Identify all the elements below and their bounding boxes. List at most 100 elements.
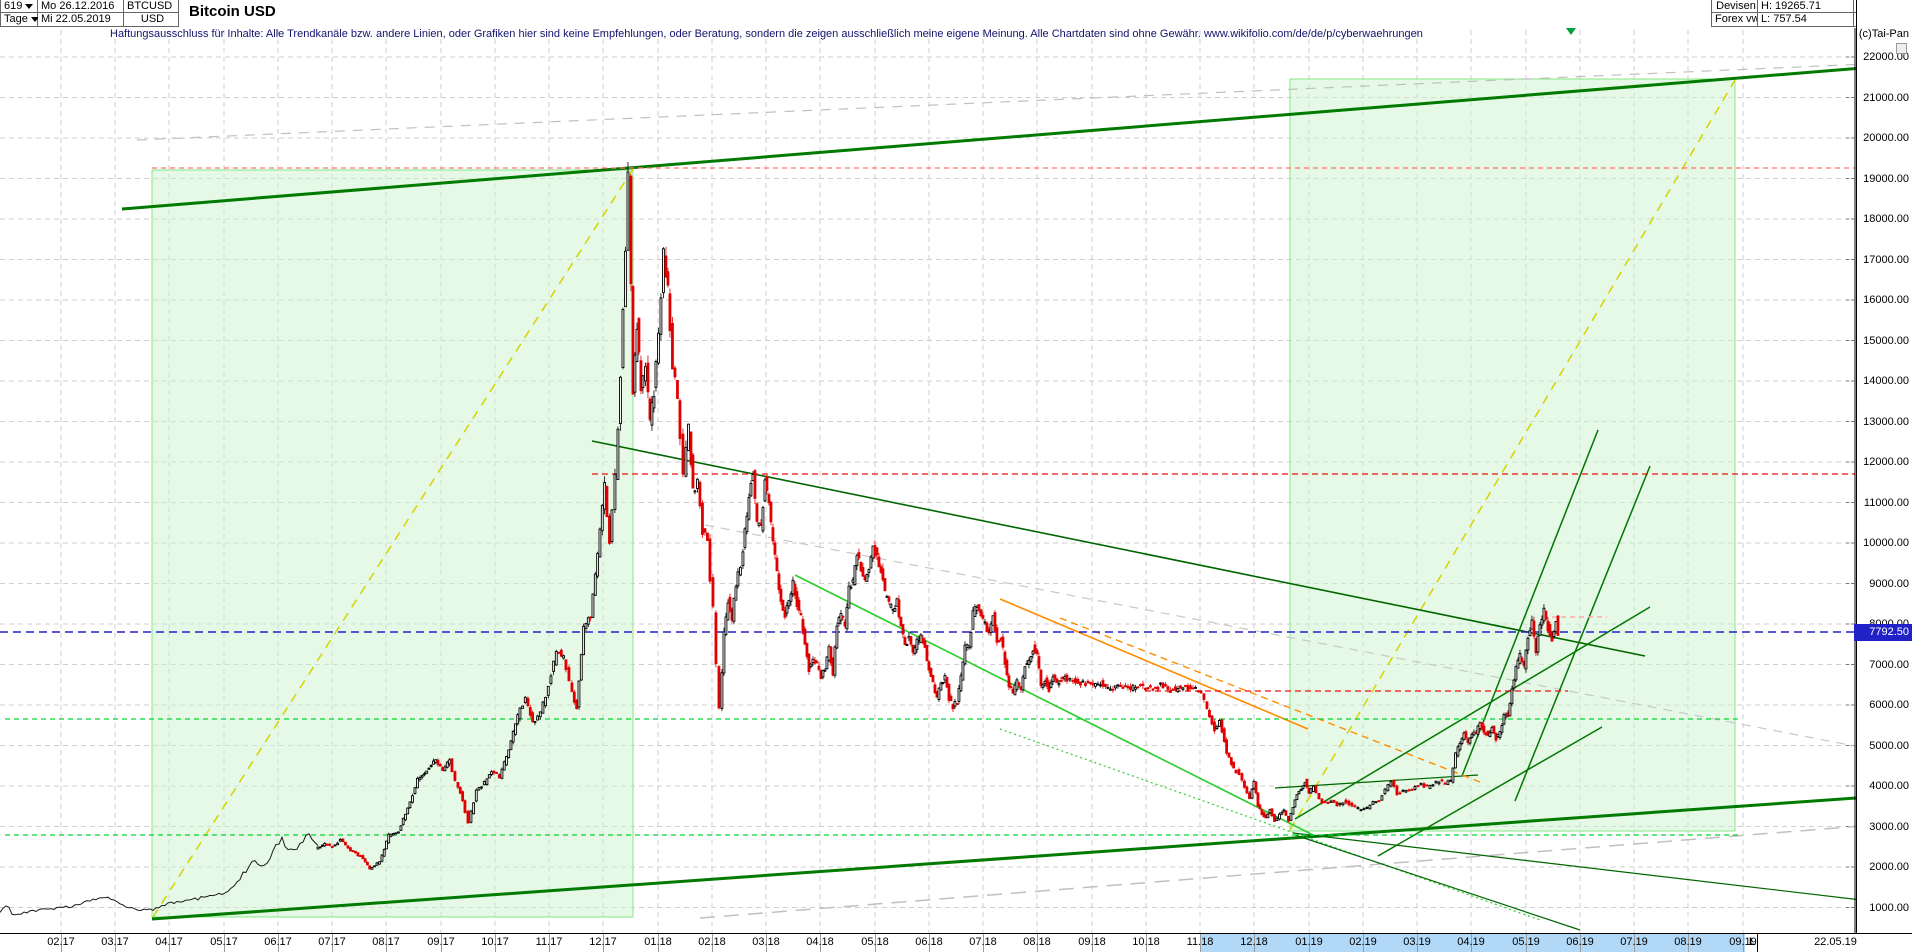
x-axis-month-label: 04.19 <box>1457 936 1485 948</box>
last-bar-marker-icon <box>1566 28 1576 35</box>
x-axis-month-label: 11.17 <box>535 936 563 948</box>
gray-downtrend <box>704 524 1856 747</box>
x-axis-tick <box>983 934 984 952</box>
early-price-line <box>0 833 319 916</box>
y-axis-label: 10000.00 <box>1863 537 1909 549</box>
x-axis-tick <box>1092 934 1093 952</box>
bars-count-dropdown[interactable]: 619 <box>0 0 38 13</box>
x-axis-tick <box>332 934 333 952</box>
orange-downtrend-solid <box>999 598 1309 730</box>
x-axis-month-label: 12.18 <box>1240 936 1268 948</box>
x-axis-month-label: 06.19 <box>1566 936 1594 948</box>
y-axis-label: 19000.00 <box>1863 172 1909 185</box>
x-axis-tick <box>1471 934 1472 952</box>
x-axis-tick <box>549 934 550 952</box>
x-axis-tick <box>712 934 713 952</box>
candlestick-series <box>316 161 1560 870</box>
green-channel-bottom-thick <box>151 796 1856 921</box>
y-axis-label: 5000.00 <box>1869 739 1909 752</box>
y-axis-label: 22000.00 <box>1863 51 1909 63</box>
last-date-box: 22.05.19 <box>1757 934 1912 952</box>
gray-channel-bottom <box>699 825 1856 919</box>
y-axis: (c)Tai-Pan 22000.00 21000.00 20000.00 19000… <box>1856 0 1912 933</box>
x-axis-tick <box>820 934 821 952</box>
high-value: H: 19265.71 <box>1757 0 1853 13</box>
x-axis-tick <box>1254 934 1255 952</box>
green-fan-low-1 <box>1292 832 1856 900</box>
green-fan-low-2 <box>1294 834 1581 931</box>
disclaimer-text: Haftungsausschluss für Inhalte: Alle Tre… <box>110 28 1423 40</box>
period-dropdown[interactable]: Tage <box>0 13 39 27</box>
x-axis-month-label: 09.17 <box>427 936 455 948</box>
x-axis-month-label: 11.18 <box>1186 936 1214 948</box>
y-axis-label: 12000.00 <box>1863 456 1909 468</box>
chevron-down-icon <box>30 16 39 22</box>
green-riser-2 <box>1377 726 1603 857</box>
y-axis-label: 16000.00 <box>1863 294 1909 306</box>
symbol-cell: BTCUSD <box>124 0 179 13</box>
x-axis-tick <box>495 934 496 952</box>
x-axis-month-label: 08.17 <box>372 936 400 948</box>
first-date-cell: Mo 26.12.2016 <box>38 0 124 13</box>
green-channel-top-thick <box>121 67 1856 211</box>
y-axis-label: 2000.00 <box>1869 861 1909 873</box>
x-axis-tick <box>766 934 767 952</box>
x-axis-tick <box>929 934 930 952</box>
last-date-cell: Mi 22.05.2019 <box>38 13 124 27</box>
y-axis-label: 13000.00 <box>1863 415 1909 428</box>
green-steep-channel-1 <box>1461 429 1599 777</box>
green-dotted-downtrend <box>999 728 1541 921</box>
x-axis-month-label: 03.17 <box>101 936 129 948</box>
corner-resize-icon[interactable] <box>1896 43 1907 54</box>
x-axis-tick <box>603 934 604 952</box>
x-axis-month-label: 01.18 <box>644 936 672 948</box>
y-axis-label: 3000.00 <box>1869 820 1909 833</box>
x-axis-tick <box>1743 934 1744 952</box>
copyright-label: (c)Tai-Pan <box>1858 28 1909 40</box>
y-axis-label: 15000.00 <box>1863 334 1909 347</box>
x-axis-tick <box>658 934 659 952</box>
chart-title: Bitcoin USD <box>187 3 282 20</box>
y-axis-label: 21000.00 <box>1863 91 1909 104</box>
y-axis-label: 7000.00 <box>1869 658 1909 671</box>
x-axis-month-label: 07.17 <box>318 936 346 948</box>
x-axis-tick <box>1200 934 1201 952</box>
currency-cell: USD <box>124 13 179 27</box>
y-axis-label: 20000.00 <box>1863 132 1909 144</box>
bright-green-downtrend <box>794 574 1314 836</box>
x-axis-month-label: 02.18 <box>698 936 726 948</box>
x-axis-month-label: 03.19 <box>1403 936 1431 948</box>
x-axis: L 22.05.19 02.17 03.17 04.17 05.17 06.17 07.1… <box>0 933 1912 952</box>
x-axis-month-label: 08.19 <box>1674 936 1702 948</box>
x-axis-month-label: 06.18 <box>915 936 943 948</box>
y-axis-label: 17000.00 <box>1863 253 1909 266</box>
x-axis-month-label: 05.18 <box>861 936 889 948</box>
y-axis-label: 18000.00 <box>1863 213 1909 225</box>
x-axis-tick <box>224 934 225 952</box>
x-axis-tick <box>1634 934 1635 952</box>
x-axis-tick <box>278 934 279 952</box>
chevron-down-icon <box>25 3 34 9</box>
x-axis-tick <box>1688 934 1689 952</box>
orange-downtrend-dashed <box>1059 617 1481 783</box>
last-price-badge: 7792.50 <box>1854 624 1912 642</box>
x-axis-tick <box>1309 934 1310 952</box>
x-axis-tick <box>1526 934 1527 952</box>
y-axis-label: 4000.00 <box>1869 780 1909 792</box>
y-axis-label: 11000.00 <box>1863 496 1909 509</box>
x-axis-tick <box>1580 934 1581 952</box>
x-axis-month-label: 02.17 <box>47 936 75 948</box>
x-axis-month-label: 06.17 <box>264 936 292 948</box>
price-chart-canvas[interactable] <box>0 0 1856 933</box>
x-axis-month-label: 05.19 <box>1512 936 1540 948</box>
x-axis-month-label: 09.19 <box>1729 936 1757 948</box>
period-value: Tage <box>4 13 28 25</box>
x-axis-highlight-band <box>1200 934 1745 952</box>
x-axis-month-label: 04.18 <box>806 936 834 948</box>
x-axis-month-label: 03.18 <box>752 936 780 948</box>
x-axis-tick <box>1363 934 1364 952</box>
green-base-support <box>1274 774 1479 789</box>
bars-count-value: 619 <box>4 0 23 12</box>
yellow-rally-diagonal-2019 <box>1289 79 1736 831</box>
last-bar-marker-label: L <box>1749 936 1756 948</box>
